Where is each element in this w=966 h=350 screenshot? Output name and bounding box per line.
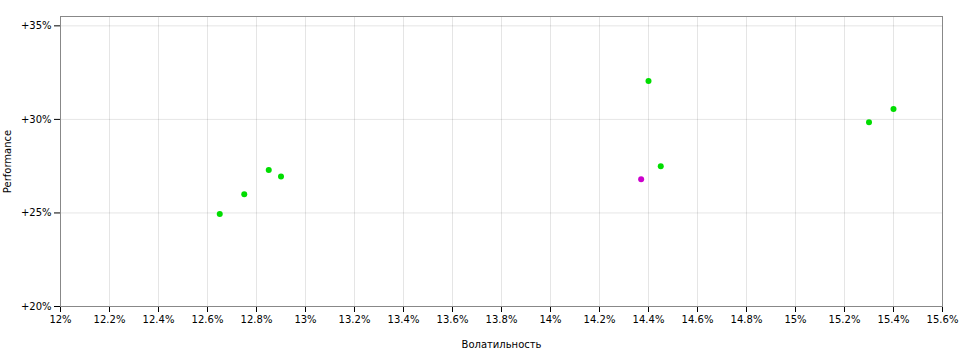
svg-text:12.8%: 12.8% bbox=[241, 314, 273, 325]
svg-text:14.4%: 14.4% bbox=[633, 314, 665, 325]
svg-text:Волатильность: Волатильность bbox=[462, 339, 542, 350]
svg-text:15.2%: 15.2% bbox=[829, 314, 861, 325]
svg-text:12%: 12% bbox=[49, 314, 71, 325]
svg-text:13%: 13% bbox=[294, 314, 316, 325]
svg-text:+35%: +35% bbox=[21, 20, 52, 31]
svg-text:15.6%: 15.6% bbox=[927, 314, 959, 325]
svg-text:14.2%: 14.2% bbox=[584, 314, 616, 325]
svg-text:13.2%: 13.2% bbox=[339, 314, 371, 325]
svg-text:15%: 15% bbox=[784, 314, 806, 325]
svg-text:Performance: Performance bbox=[2, 130, 13, 193]
svg-text:13.8%: 13.8% bbox=[486, 314, 518, 325]
svg-text:12.2%: 12.2% bbox=[94, 314, 126, 325]
svg-text:+25%: +25% bbox=[21, 207, 52, 218]
svg-text:15.4%: 15.4% bbox=[878, 314, 910, 325]
svg-text:13.4%: 13.4% bbox=[388, 314, 420, 325]
svg-text:13.6%: 13.6% bbox=[437, 314, 469, 325]
svg-text:12.4%: 12.4% bbox=[143, 314, 175, 325]
svg-text:14%: 14% bbox=[539, 314, 561, 325]
svg-text:+20%: +20% bbox=[21, 301, 52, 312]
svg-text:14.8%: 14.8% bbox=[731, 314, 763, 325]
svg-text:+30%: +30% bbox=[21, 114, 52, 125]
svg-text:14.6%: 14.6% bbox=[682, 314, 714, 325]
svg-text:12.6%: 12.6% bbox=[192, 314, 224, 325]
